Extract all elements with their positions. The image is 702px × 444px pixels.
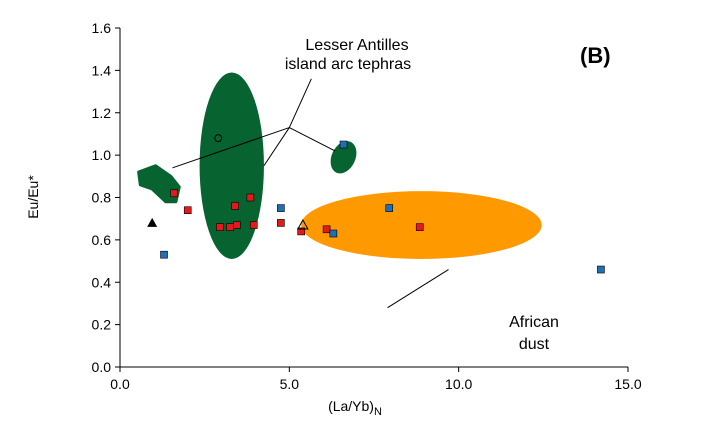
- x-tick-label: 5.0: [280, 376, 300, 392]
- data-point-red-square: [246, 193, 255, 202]
- data-point-red-square: [170, 189, 178, 198]
- data-point-red-square: [415, 223, 424, 231]
- data-point-red-square: [233, 221, 241, 229]
- annotation-dust-line-1: African: [509, 314, 559, 331]
- data-point-red-square: [322, 225, 331, 234]
- data-point-red-square: [183, 206, 192, 215]
- y-tick-label: 0.4: [92, 274, 112, 290]
- x-axis-title: (La/Yb)N: [328, 398, 382, 418]
- y-tick-label: 1.6: [92, 20, 112, 36]
- annotation-arc-line-1: Lesser Antilles: [305, 37, 408, 54]
- y-axis-title: Eu/Eu*: [25, 175, 41, 219]
- annotation-leader-line-4: [289, 127, 336, 152]
- y-tick-label: 1.4: [92, 62, 112, 78]
- data-point-blue-square: [339, 140, 348, 149]
- y-tick-label: 1.0: [92, 147, 112, 163]
- island-arc-field-1: [199, 72, 264, 259]
- x-tick-label: 15.0: [614, 376, 641, 392]
- annotation-arc-line-2: island arc tephras: [285, 56, 411, 73]
- data-point-blue-square: [597, 265, 605, 274]
- data-point-blue-square: [329, 229, 338, 238]
- y-tick-label: 0.8: [92, 190, 112, 206]
- y-tick-label: 0.0: [92, 359, 112, 375]
- y-tick-label: 0.2: [92, 317, 112, 333]
- annotation-leader-line-2: [172, 127, 290, 169]
- annotation-leader-line-3: [263, 127, 290, 166]
- x-axis-title-sub: N: [374, 406, 382, 418]
- data-point-open-circle: [214, 134, 223, 143]
- data-point-red-square: [216, 223, 224, 231]
- data-point-red-square: [249, 221, 258, 229]
- x-tick-label: 0.0: [110, 376, 130, 392]
- panel-label: (B): [580, 43, 611, 68]
- data-point-blue-square: [160, 250, 168, 259]
- annotation-leader-line-1: [288, 78, 312, 128]
- annotation-dust-line-2: dust: [519, 336, 550, 353]
- data-point-red-square: [277, 219, 285, 227]
- y-tick-label: 0.6: [92, 232, 112, 248]
- data-point-blue-square: [277, 204, 285, 212]
- data-point-red-square: [297, 227, 305, 236]
- island-arc-field-3: [137, 164, 181, 204]
- data-point-blue-square: [385, 204, 394, 212]
- annotation-leader-line-5: [387, 269, 449, 309]
- x-axis-title-base: (La/Yb): [328, 398, 374, 414]
- data-point-open-triangle: [297, 219, 309, 230]
- data-point-filled-triangle: [147, 217, 158, 227]
- island-arc-field-2: [330, 141, 357, 174]
- data-point-red-square: [231, 202, 239, 210]
- data-point-red-square: [226, 223, 234, 231]
- y-tick-label: 1.2: [92, 105, 112, 121]
- x-tick-label: 10.0: [445, 376, 472, 392]
